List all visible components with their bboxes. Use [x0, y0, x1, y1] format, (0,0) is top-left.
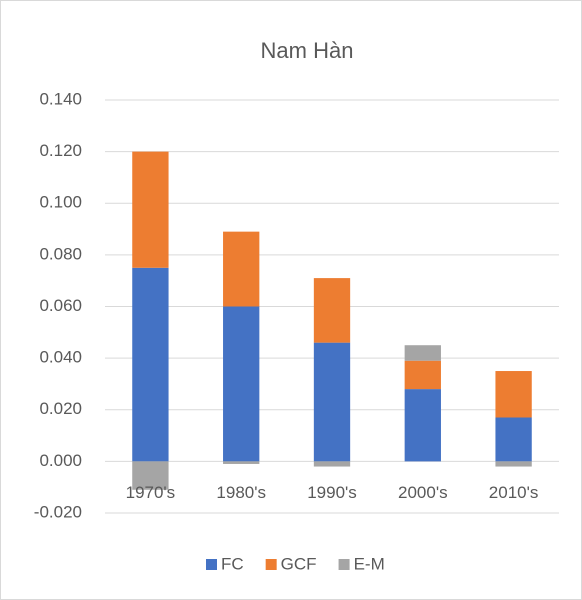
y-tick-label: 0.120	[39, 141, 82, 160]
bar-segment	[495, 371, 532, 418]
bar-segment	[313, 461, 351, 467]
x-tick-label: 1970's	[126, 483, 176, 502]
bar-segment	[132, 151, 169, 268]
y-tick-label: 0.100	[39, 193, 82, 212]
y-tick-label: 0.000	[39, 451, 82, 470]
chart-title: Nam Hàn	[261, 38, 354, 63]
legend-label: FC	[221, 554, 244, 573]
y-tick-label: 0.080	[39, 244, 82, 263]
legend-swatch	[206, 559, 217, 570]
bar-segment	[404, 345, 441, 361]
y-tick-label: -0.020	[34, 502, 82, 521]
legend-swatch	[338, 559, 350, 570]
bar-segment	[404, 389, 441, 462]
x-tick-label: 2010's	[489, 483, 539, 502]
bar-segment	[495, 417, 532, 462]
bar-segment	[313, 278, 351, 343]
bar-segment	[495, 461, 532, 467]
bar-segment	[223, 306, 260, 462]
y-tick-label: 0.060	[39, 296, 82, 315]
bar-segment	[223, 231, 260, 307]
y-tick-label: 0.040	[39, 348, 82, 367]
y-tick-label: 0.140	[39, 89, 82, 108]
bar-segment	[132, 267, 169, 462]
bar-segment	[404, 360, 441, 390]
y-tick-label: 0.020	[39, 399, 82, 418]
legend-label: GCF	[281, 554, 317, 573]
x-tick-label: 1980's	[216, 483, 266, 502]
x-tick-label: 2000's	[398, 483, 448, 502]
legend-label: E-M	[354, 554, 385, 573]
bar-segment	[223, 461, 260, 464]
bar-segment	[132, 461, 169, 490]
bar-segment	[313, 342, 351, 462]
x-tick-label: 1990's	[307, 483, 357, 502]
legend-swatch	[265, 559, 277, 570]
